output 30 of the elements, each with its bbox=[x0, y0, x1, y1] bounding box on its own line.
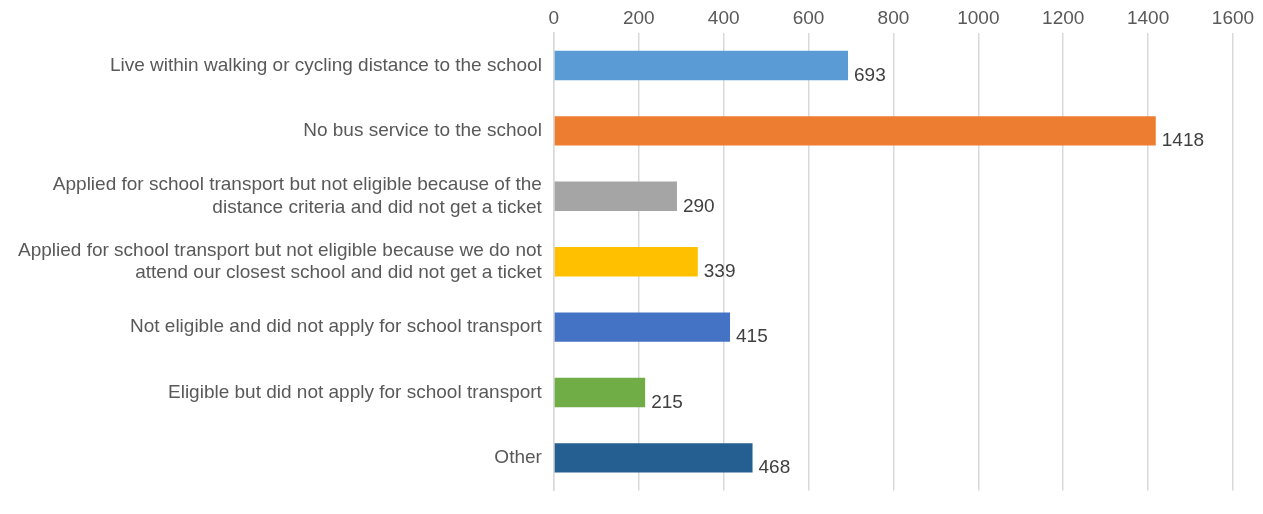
x-tick-label: 1200 bbox=[1042, 6, 1085, 28]
bar bbox=[554, 50, 849, 81]
y-tick-label: Other bbox=[494, 446, 543, 468]
data-label: 415 bbox=[736, 325, 768, 347]
y-tick-label: Applied for school transport but not eligible because we do not attend our closest school and did not get a ticket bbox=[17, 238, 543, 283]
y-tick-label: Not eligible and did not apply for school transport bbox=[129, 315, 543, 337]
x-tick-label: 400 bbox=[707, 6, 740, 28]
y-tick-label: Eligible but did not apply for school transport bbox=[168, 380, 543, 402]
data-label: 468 bbox=[758, 456, 791, 478]
x-tick-label: 1600 bbox=[1211, 6, 1255, 28]
x-tick-label: 1400 bbox=[1126, 6, 1170, 28]
x-tick-label: 800 bbox=[877, 6, 910, 28]
bar bbox=[554, 246, 698, 277]
data-label: 339 bbox=[703, 259, 736, 281]
data-label: 1418 bbox=[1161, 129, 1205, 151]
bar bbox=[554, 116, 1156, 146]
bar bbox=[554, 443, 753, 473]
x-tick-label: 600 bbox=[792, 6, 825, 28]
y-tick-label: Applied for school transport but not eligible because of the distance criteria and did not get a ticket bbox=[52, 173, 543, 217]
x-tick-label: 1000 bbox=[957, 6, 1000, 28]
data-label: 693 bbox=[854, 63, 886, 85]
x-tick-label: 0 bbox=[548, 6, 560, 28]
y-tick-label: No bus service to the school bbox=[303, 119, 542, 141]
data-label: 290 bbox=[682, 194, 715, 216]
bar bbox=[554, 181, 677, 212]
y-tick-label: Live within walking or cycling distance to the school bbox=[109, 53, 542, 75]
bar bbox=[554, 377, 646, 408]
bar bbox=[554, 312, 731, 342]
data-label: 215 bbox=[651, 390, 683, 412]
x-tick-label: 200 bbox=[622, 6, 655, 28]
